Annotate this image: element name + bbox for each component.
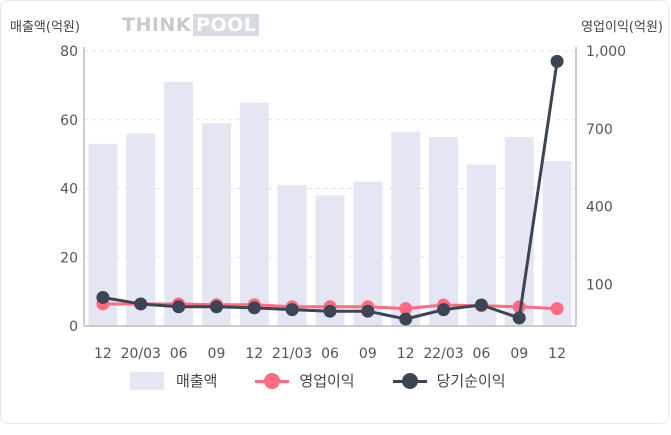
- y-left-tick-label: 20: [60, 250, 78, 266]
- legend-line-swatch-operating: [255, 372, 290, 390]
- point-net-income: [399, 312, 413, 326]
- x-tick-label: 22/03: [423, 346, 463, 362]
- point-net-income: [474, 298, 488, 312]
- y-right-tick-label: 100: [586, 277, 613, 293]
- legend-label-net-income: 당기순이익: [436, 372, 506, 390]
- legend-item-operating-income[interactable]: 영업이익: [255, 370, 355, 391]
- x-tick-label: 06: [321, 346, 339, 362]
- point-net-income: [512, 311, 526, 325]
- chart-legend: 매출액 영업이익 당기순이익: [130, 370, 544, 391]
- point-net-income: [437, 303, 451, 317]
- x-tick-label: 12: [245, 346, 263, 362]
- point-net-income: [550, 54, 564, 68]
- bar-revenue: [201, 123, 231, 326]
- right-axis-title: 영업이익(억원): [581, 20, 663, 35]
- bar-revenue: [504, 136, 534, 326]
- y-left-tick-label: 40: [60, 182, 78, 198]
- y-right-tick-label: 400: [586, 200, 613, 216]
- point-operating-income: [399, 302, 413, 316]
- point-net-income: [96, 290, 110, 304]
- x-tick-label: 21/03: [272, 346, 312, 362]
- bar-revenue: [239, 102, 269, 326]
- point-net-income: [172, 300, 186, 314]
- y-left-tick-label: 60: [60, 113, 78, 129]
- legend-line-swatch-net: [392, 372, 427, 390]
- x-tick-label: 12: [397, 346, 415, 362]
- legend-bar-swatch: [130, 371, 164, 390]
- bar-revenue: [429, 136, 459, 326]
- bar-revenue: [391, 131, 421, 326]
- y-left-tick-label: 0: [69, 319, 78, 335]
- bar-revenue: [542, 161, 572, 326]
- point-operating-income: [550, 302, 564, 316]
- y-left-tick-label: 80: [60, 44, 78, 60]
- point-net-income: [323, 304, 337, 318]
- point-net-income: [247, 301, 261, 315]
- x-tick-label: 09: [359, 346, 377, 362]
- legend-label-operating-income: 영업이익: [299, 372, 355, 390]
- x-tick-label: 09: [208, 346, 226, 362]
- point-net-income: [209, 300, 223, 314]
- logo-think-text: THINK: [122, 14, 192, 36]
- x-tick-label: 09: [510, 346, 528, 362]
- x-tick-label: 20/03: [121, 346, 161, 362]
- point-net-income: [134, 297, 148, 311]
- y-right-tick-label: 1,000: [586, 44, 626, 60]
- y-right-tick-label: 700: [586, 122, 613, 138]
- x-tick-label: 12: [94, 346, 112, 362]
- bar-revenue: [164, 81, 194, 326]
- left-axis-title: 매출액(억원): [10, 20, 80, 35]
- legend-item-net-income[interactable]: 당기순이익: [392, 370, 506, 391]
- x-tick-label: 06: [170, 346, 188, 362]
- point-net-income: [361, 304, 375, 318]
- thinkpool-logo: THINK POOL: [122, 14, 260, 36]
- logo-pool-text: POOL: [193, 14, 260, 36]
- legend-item-revenue[interactable]: 매출액: [130, 370, 217, 391]
- point-net-income: [285, 303, 299, 317]
- x-tick-label: 06: [472, 346, 490, 362]
- bar-revenue: [126, 133, 156, 326]
- x-tick-label: 12: [548, 346, 566, 362]
- legend-label-revenue: 매출액: [176, 372, 218, 390]
